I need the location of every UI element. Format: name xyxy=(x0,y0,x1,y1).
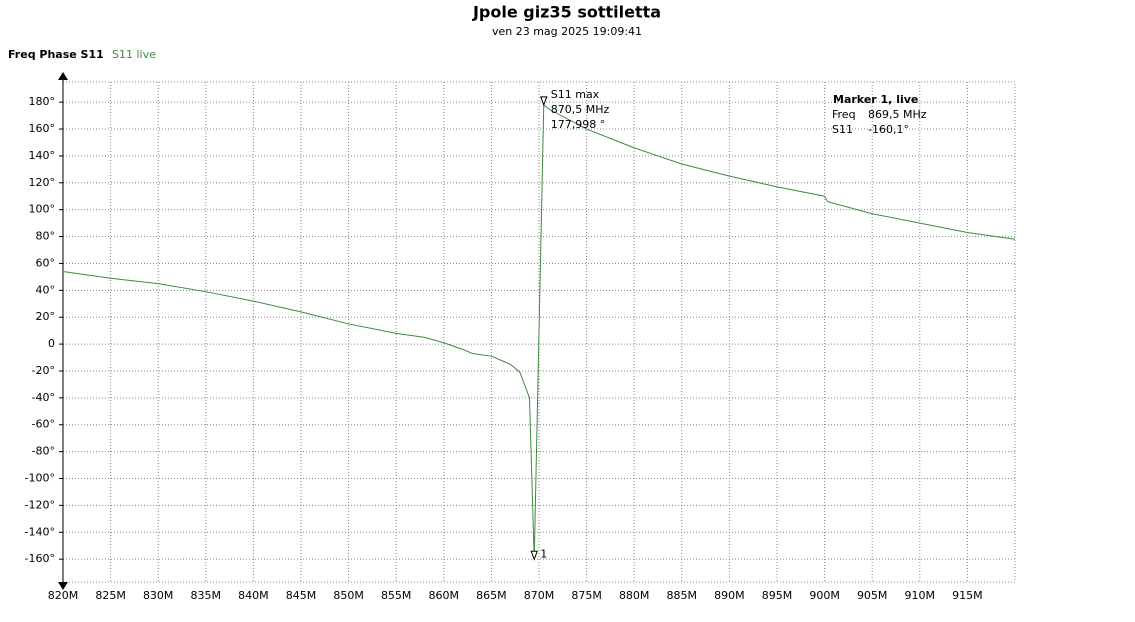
marker-box-value: -160,1° xyxy=(868,123,909,136)
y-tick-label: 100° xyxy=(29,203,56,216)
x-tick-label: 905M xyxy=(857,589,888,602)
x-tick-label: 860M xyxy=(429,589,460,602)
x-tick-label: 840M xyxy=(238,589,269,602)
y-tick-label: 80° xyxy=(36,230,56,243)
x-tick-label: 830M xyxy=(143,589,174,602)
y-tick-label: -100° xyxy=(25,472,55,485)
x-tick-label: 820M xyxy=(48,589,79,602)
marker-box-value: 869,5 MHz xyxy=(868,108,927,121)
x-tick-label: 915M xyxy=(952,589,983,602)
x-tick-label: 835M xyxy=(191,589,222,602)
y-tick-label: -40° xyxy=(32,391,55,404)
y-tick-label: -20° xyxy=(32,364,55,377)
x-tick-label: 895M xyxy=(762,589,793,602)
x-tick-label: 910M xyxy=(905,589,936,602)
legend-entry: S11 live xyxy=(112,48,156,61)
x-tick-label: 885M xyxy=(667,589,698,602)
marker-box-key: S11 xyxy=(832,123,853,136)
x-tick-label: 880M xyxy=(619,589,650,602)
y-tick-label: -120° xyxy=(25,498,55,511)
y-tick-label: -140° xyxy=(25,525,55,538)
y-tick-label: 140° xyxy=(29,149,56,162)
y-tick-label: 40° xyxy=(36,283,56,296)
marker xyxy=(530,550,538,561)
y-tick-label: 0 xyxy=(48,337,55,350)
y-tick-label: 120° xyxy=(29,176,56,189)
chart-subtitle: ven 23 mag 2025 19:09:41 xyxy=(492,25,642,38)
marker-label: S11 max xyxy=(551,88,600,101)
series-line xyxy=(62,103,1016,560)
marker-freq: 870,5 MHz xyxy=(551,103,610,116)
chart-title: Jpole giz35 sottiletta xyxy=(472,3,661,22)
x-tick-label: 855M xyxy=(381,589,412,602)
x-tick-label: 870M xyxy=(524,589,555,602)
x-tick-label: 845M xyxy=(286,589,317,602)
y-tick-label: 160° xyxy=(29,122,56,135)
x-tick-label: 875M xyxy=(571,589,602,602)
y-tick-label: -80° xyxy=(32,445,55,458)
y-tick-label: -160° xyxy=(25,552,55,565)
y-tick-label: -60° xyxy=(32,418,55,431)
x-tick-label: 850M xyxy=(333,589,364,602)
x-tick-label: 865M xyxy=(476,589,507,602)
y-tick-label: 20° xyxy=(36,310,56,323)
marker-box-key: Freq xyxy=(832,108,856,121)
marker-box-title: Marker 1, live xyxy=(833,93,918,106)
y-tick-label: 60° xyxy=(36,256,56,269)
x-tick-label: 890M xyxy=(714,589,745,602)
x-tick-label: 825M xyxy=(95,589,126,602)
x-tick-label: 900M xyxy=(809,589,840,602)
y-label: Freq Phase S11 xyxy=(8,48,104,61)
marker-value: 177,998 ° xyxy=(551,118,605,131)
marker-label: 1 xyxy=(540,547,547,560)
y-tick-label: 180° xyxy=(29,95,56,108)
marker xyxy=(540,96,548,107)
